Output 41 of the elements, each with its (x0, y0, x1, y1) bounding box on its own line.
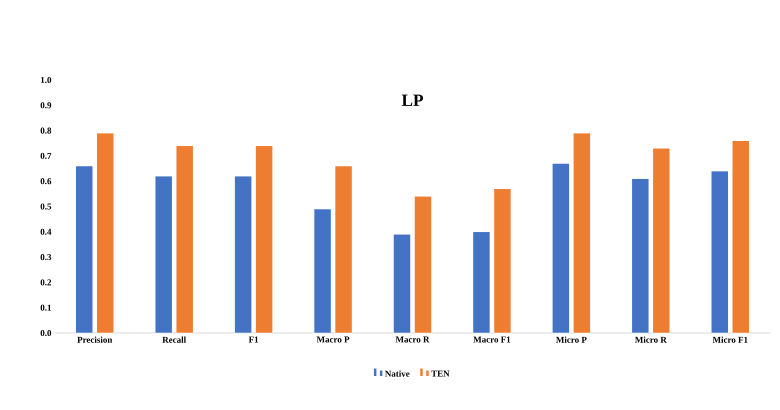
y-tick-label: 0.2 (40, 279, 52, 286)
bar (255, 146, 273, 334)
bar (314, 208, 332, 334)
y-tick-label: 0.9 (40, 102, 52, 108)
x-tick-label: Macro R (396, 336, 430, 342)
x-tick-label: Precision (77, 336, 112, 343)
bar (414, 196, 432, 334)
legend-label: Native (385, 370, 410, 377)
bar (393, 234, 411, 334)
x-tick-label: Macro P (316, 336, 350, 342)
bar (632, 178, 650, 334)
bar (75, 166, 93, 334)
legend-label: TEN (431, 370, 450, 376)
bar (96, 132, 114, 334)
y-tick-label: 0.4 (40, 228, 52, 235)
bar (711, 170, 729, 334)
y-tick-label: 0.6 (40, 178, 52, 184)
bar (732, 140, 750, 334)
y-tick-label: 0.0 (40, 330, 52, 336)
x-tick-label: Macro F1 (473, 336, 510, 343)
bar (494, 188, 512, 334)
y-tick-label: 0.1 (40, 304, 52, 311)
bar (234, 176, 252, 334)
bar (573, 132, 591, 334)
bar (154, 176, 172, 334)
bar (472, 232, 490, 334)
y-tick-label: 0.8 (40, 128, 52, 134)
x-tick-label: F1 (248, 336, 258, 342)
x-tick-label: Micro F1 (712, 336, 748, 343)
x-tick-label: Micro R (635, 336, 667, 343)
x-tick-label: Recall (162, 336, 186, 343)
y-tick-label: 0.5 (40, 203, 52, 210)
y-tick-label: 0.7 (40, 152, 52, 159)
bar (176, 146, 194, 334)
bar (552, 163, 570, 334)
y-tick-label: 0.3 (40, 254, 52, 260)
y-tick-label: 1.0 (40, 76, 52, 84)
text: LP (402, 94, 424, 106)
x-tick-label: Micro P (556, 336, 587, 343)
bar (334, 166, 352, 334)
bar (652, 148, 670, 334)
